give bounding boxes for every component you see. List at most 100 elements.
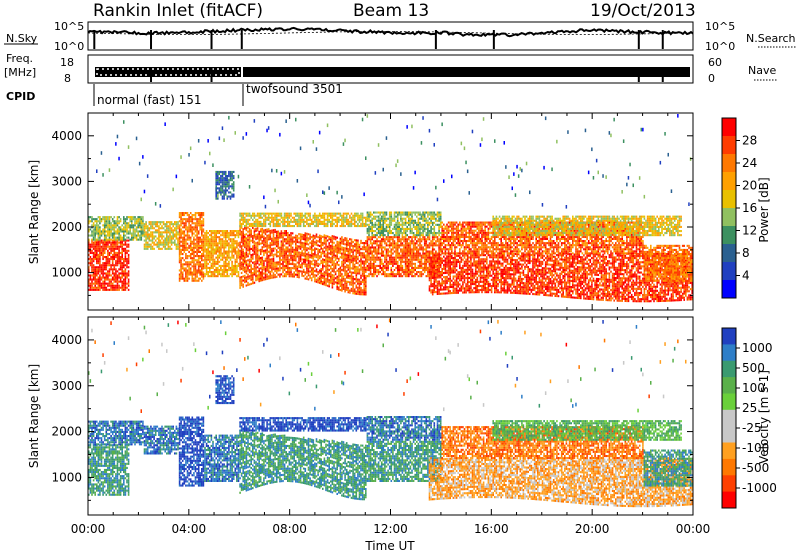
pow-cell-4740 bbox=[408, 260, 410, 263]
pow-cell-3240 bbox=[314, 263, 316, 266]
pow-cell-3897 bbox=[353, 212, 356, 215]
pow-cell-1541 bbox=[205, 256, 208, 259]
pow-cell-836 bbox=[140, 218, 143, 221]
pow-cell-4468 bbox=[390, 238, 393, 241]
pow-cell-1693 bbox=[217, 260, 219, 263]
pow-cell-3800 bbox=[349, 271, 351, 274]
pow-cell-3168 bbox=[307, 200, 310, 205]
pow-cell-3876 bbox=[353, 288, 356, 291]
pow-cell-3910 bbox=[355, 261, 358, 264]
pow-cell-4700 bbox=[404, 221, 407, 224]
pow-cell-3864 bbox=[352, 253, 354, 256]
pow-cell-363 bbox=[107, 253, 109, 256]
pow-cell-3854 bbox=[352, 277, 354, 280]
pow-cell-1400 bbox=[196, 224, 198, 227]
pow-cell-3473 bbox=[328, 236, 330, 239]
pow-cell-2378 bbox=[256, 245, 259, 248]
pow-cell-2897 bbox=[290, 271, 292, 274]
pow-cell-4639 bbox=[401, 244, 404, 247]
pow-cell-30 bbox=[89, 278, 92, 281]
pow-cell-3533 bbox=[331, 214, 334, 217]
pow-cell-1322 bbox=[191, 214, 194, 217]
pow-cell-1156 bbox=[181, 263, 184, 266]
pow-cell-1302 bbox=[191, 271, 194, 274]
pow-cell-2030 bbox=[236, 256, 238, 259]
pow-cell-2460 bbox=[261, 233, 264, 236]
pow-cell-203 bbox=[99, 284, 101, 287]
pow-cell-4882 bbox=[416, 215, 418, 218]
pow-cell-4595 bbox=[398, 227, 401, 230]
pow-cell-2435 bbox=[259, 228, 262, 231]
pow-cell-955 bbox=[158, 231, 160, 234]
pow-cell-3404 bbox=[325, 273, 327, 276]
pow-cell-4829 bbox=[412, 236, 415, 239]
pow-cell-2951 bbox=[293, 240, 295, 243]
pow-cell-4696 bbox=[404, 232, 407, 235]
pow-cell-1187 bbox=[183, 236, 186, 239]
pow-cell-2328 bbox=[253, 228, 256, 231]
pow-cell-15 bbox=[88, 243, 90, 246]
pow-cell-1049 bbox=[170, 221, 173, 224]
pow-cell-1346 bbox=[193, 228, 195, 231]
pow-cell-2221 bbox=[247, 244, 249, 247]
pow-cell-723 bbox=[126, 230, 128, 233]
pow-cell-3885 bbox=[353, 257, 356, 260]
pow-cell-1259 bbox=[188, 244, 190, 247]
pow-cell-3627 bbox=[338, 218, 340, 221]
pow-cell-3809 bbox=[349, 252, 351, 255]
pow-cell-2438 bbox=[259, 220, 262, 223]
pow-cell-1830 bbox=[223, 183, 225, 186]
pow-cell-2580 bbox=[269, 260, 272, 263]
pow-cell-1629 bbox=[212, 238, 214, 241]
pow-cell-2466 bbox=[261, 216, 264, 219]
pow-cell-2437 bbox=[259, 222, 262, 225]
pow-cell-1925 bbox=[229, 273, 232, 276]
pow-cell-3128 bbox=[306, 257, 308, 260]
pow-cell-463 bbox=[111, 232, 114, 235]
pow-cell-3277 bbox=[315, 218, 318, 221]
pow-cell-3207 bbox=[310, 240, 313, 243]
pow-cell-1107 bbox=[178, 242, 181, 245]
pow-cell-908 bbox=[151, 247, 154, 250]
pow-cell-4238 bbox=[376, 275, 378, 278]
pow-cell-3037 bbox=[299, 251, 302, 254]
pow-cell-3816 bbox=[349, 225, 351, 228]
pow-cell-3967 bbox=[358, 252, 361, 255]
pow-cell-2565 bbox=[267, 230, 270, 233]
pow-cell-315 bbox=[103, 226, 106, 229]
pow-cell-110 bbox=[94, 278, 96, 281]
pow-cell-4645 bbox=[401, 227, 404, 230]
pow-cell-1353 bbox=[194, 275, 197, 278]
pow-cell-1730 bbox=[218, 240, 221, 243]
pow-cell-1318 bbox=[191, 222, 194, 225]
pow-cell-4936 bbox=[420, 275, 423, 278]
pow-cell-623 bbox=[121, 274, 123, 277]
pow-cell-4469 bbox=[390, 236, 393, 239]
pow-cell-684 bbox=[124, 270, 127, 273]
pow-cell-4585 bbox=[398, 254, 401, 257]
pow-cell-4419 bbox=[387, 240, 389, 243]
pow-cell-2342 bbox=[255, 266, 257, 269]
pow-cell-1638 bbox=[213, 264, 216, 267]
pow-cell-1847 bbox=[224, 250, 227, 253]
pow-cell-1188 bbox=[183, 234, 186, 237]
pow-cell-3348 bbox=[320, 216, 322, 219]
pow-cell-4299 bbox=[379, 227, 381, 230]
pow-cell-2867 bbox=[287, 218, 289, 221]
pow-cell-2266 bbox=[250, 272, 252, 275]
pow-cell-2996 bbox=[296, 239, 299, 242]
pow-cell-3246 bbox=[314, 249, 316, 252]
pow-cell-2499 bbox=[264, 267, 267, 270]
pow-cell-1426 bbox=[197, 224, 200, 227]
pow-cell-3275 bbox=[315, 222, 318, 225]
pow-cell-3028 bbox=[298, 214, 300, 217]
pow-cell-1065 bbox=[174, 227, 176, 230]
pow-cell-1858 bbox=[224, 191, 227, 194]
pow-cell-4386 bbox=[385, 262, 388, 265]
pow-cell-855 bbox=[143, 233, 146, 236]
pow-cell-359 bbox=[107, 262, 109, 265]
pow-cell-3755 bbox=[345, 253, 348, 256]
pow-cell-3625 bbox=[338, 241, 340, 244]
pow-cell-2094 bbox=[240, 267, 243, 270]
pow-cell-3078 bbox=[302, 262, 305, 265]
